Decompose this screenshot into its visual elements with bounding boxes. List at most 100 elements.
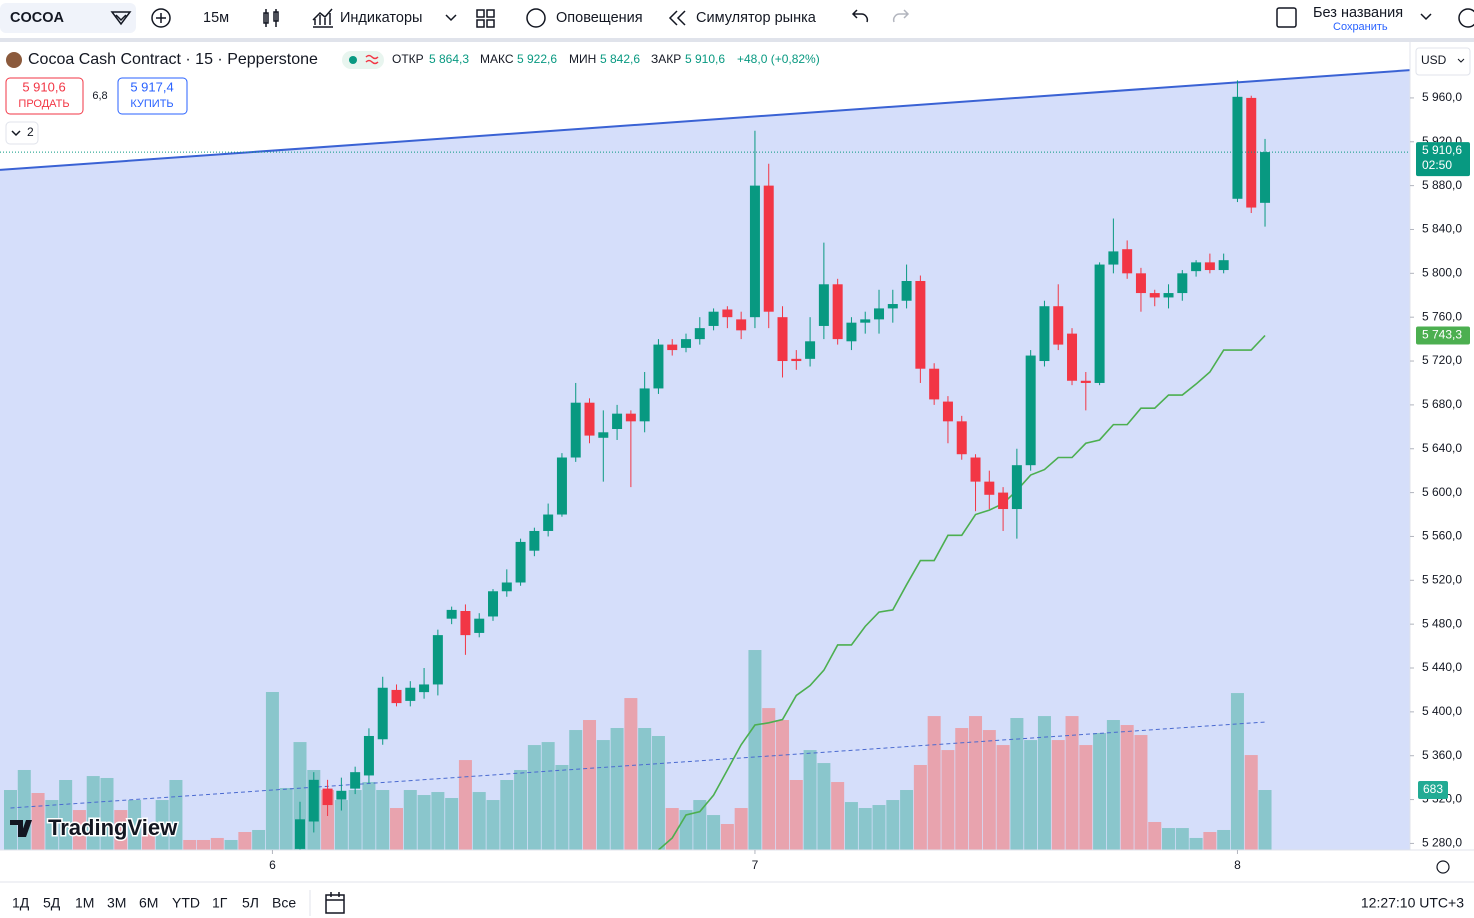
volume-bar — [831, 782, 845, 850]
open-value: 5 864,3 — [429, 52, 469, 66]
candle-body — [1149, 293, 1160, 298]
icon-alerts[interactable] — [526, 8, 546, 28]
x-tick-label: 8 — [1234, 858, 1241, 872]
y-tick-label: 5 800,0 — [1422, 265, 1462, 279]
volume-bar — [665, 808, 679, 850]
range-button[interactable]: 3М — [107, 895, 126, 911]
last-price-tag — [1416, 142, 1470, 177]
indicators-toggle[interactable] — [5, 121, 39, 145]
candle-body — [543, 514, 554, 531]
close-label: ЗАКР — [651, 52, 681, 66]
candle-body — [1039, 306, 1050, 362]
volume-bar — [86, 776, 100, 850]
currency-select[interactable] — [1415, 47, 1471, 76]
range-button[interactable]: 5Д — [43, 895, 61, 911]
range-button[interactable]: 5Л — [242, 895, 259, 911]
range-button[interactable]: 1Д — [12, 895, 30, 911]
volume-bar — [1120, 725, 1134, 850]
candle-body — [777, 317, 788, 362]
icon-dropdown[interactable] — [445, 14, 457, 22]
price-axis — [1410, 42, 1474, 882]
volume-tag — [1418, 781, 1448, 800]
save-button[interactable]: Сохранить — [1333, 21, 1388, 33]
range-button[interactable]: 1М — [75, 895, 94, 911]
symbol-search[interactable] — [0, 3, 136, 33]
range-button[interactable]: Все — [272, 895, 296, 911]
sell-button[interactable] — [5, 77, 84, 115]
x-tick-label: 6 — [269, 858, 276, 872]
currency[interactable]: USD — [1421, 53, 1447, 67]
candle-body — [625, 413, 636, 422]
volume-bar — [886, 800, 900, 850]
volume-bar — [514, 769, 528, 850]
icon-layout[interactable] — [1276, 7, 1297, 28]
icon-currency-menu — [1457, 58, 1465, 63]
volume-bar — [776, 720, 790, 850]
candle-body — [1246, 97, 1257, 208]
candle-body — [1067, 333, 1078, 381]
icon-clock[interactable] — [1458, 8, 1474, 28]
icon-compare[interactable] — [151, 8, 171, 28]
candle-body — [432, 635, 443, 685]
candle-body — [350, 772, 361, 789]
y-tick-label: 5 280,0 — [1422, 836, 1462, 850]
volume-bar — [1148, 821, 1162, 850]
icon-redo[interactable] — [892, 9, 910, 23]
trend-line — [0, 69, 1410, 171]
volume-bar — [348, 790, 362, 850]
market-status[interactable] — [342, 51, 384, 69]
volume-bar — [927, 716, 941, 850]
range-button[interactable]: 1Г — [212, 895, 228, 911]
y-tick-label: 5 520,0 — [1422, 572, 1462, 586]
range-button[interactable]: 6М — [139, 895, 158, 911]
volume-bar — [638, 728, 652, 850]
candle-body — [846, 322, 857, 342]
volume-bar — [734, 808, 748, 850]
volume-bar — [252, 829, 266, 850]
volume-bar — [748, 650, 762, 850]
layout-name[interactable]: Без названия — [1313, 5, 1403, 21]
icon-favorite[interactable] — [110, 11, 132, 26]
candle-body — [446, 609, 457, 619]
interval[interactable]: 15м — [203, 10, 229, 26]
icon-indicators[interactable] — [312, 8, 333, 28]
volume-bar — [1079, 745, 1093, 850]
replay-button[interactable]: Симулятор рынка — [696, 10, 817, 26]
volume-bar — [707, 815, 721, 850]
volume-bar — [1065, 716, 1079, 850]
clock: 12:27:10 UTC+3 — [1361, 895, 1464, 911]
volume-bar — [941, 750, 955, 850]
volume-bar — [279, 787, 293, 850]
icon-templates[interactable] — [476, 9, 495, 28]
candle-body — [970, 457, 981, 482]
candle-body — [1122, 249, 1133, 274]
range-button[interactable]: YTD — [172, 895, 200, 911]
ma-label: 5 743,3 — [1422, 328, 1462, 342]
symbol[interactable]: COCOA — [10, 10, 65, 26]
icon-chart-type[interactable] — [263, 9, 279, 27]
icon-settings[interactable] — [1436, 860, 1450, 874]
volume-bar — [1037, 716, 1051, 850]
icon-undo[interactable] — [851, 9, 869, 23]
volume-bar — [141, 829, 155, 850]
candle-body — [598, 432, 609, 438]
low-label: МИН — [569, 52, 596, 66]
icon-replay[interactable] — [668, 10, 686, 26]
icon-layout-menu[interactable] — [1420, 13, 1432, 21]
volume-bar — [417, 795, 431, 850]
icon-goto-date[interactable] — [325, 892, 345, 914]
y-tick-label: 5 960,0 — [1422, 90, 1462, 104]
candle-body — [308, 779, 319, 822]
volume-bar — [445, 798, 459, 850]
indicators-button[interactable]: Индикаторы — [340, 10, 422, 26]
volume-bar — [844, 802, 858, 850]
close-value: 5 910,6 — [685, 52, 725, 66]
volume-bar — [500, 780, 514, 850]
alerts-button[interactable]: Оповещения — [556, 10, 643, 26]
y-tick-label: 5 720,0 — [1422, 353, 1462, 367]
buy-button[interactable] — [117, 77, 188, 115]
volume-bar — [183, 839, 197, 850]
volume-bar — [1010, 717, 1024, 850]
candle-body — [667, 344, 678, 351]
volume-bar — [1175, 828, 1189, 850]
